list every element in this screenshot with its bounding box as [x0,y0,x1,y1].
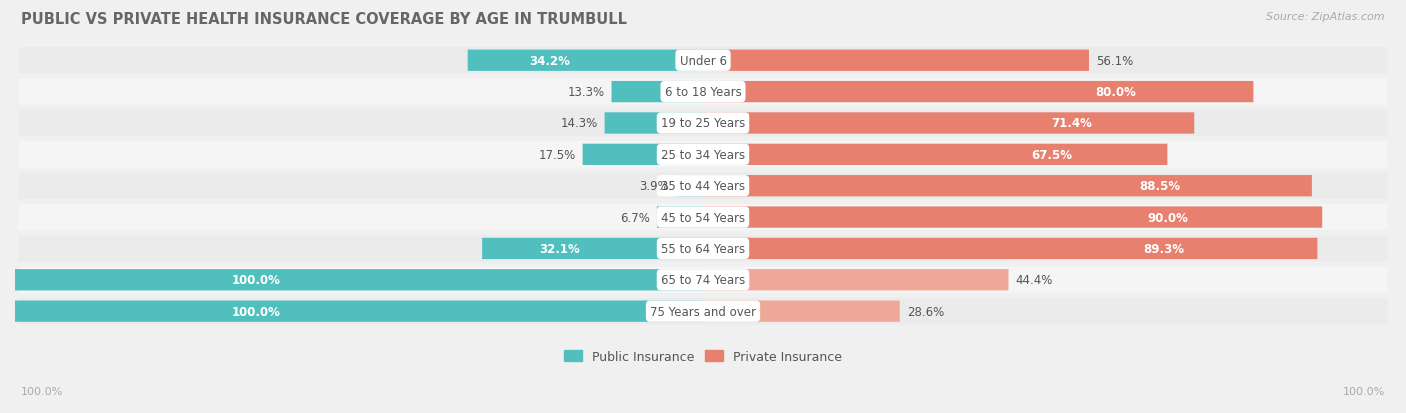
Text: 67.5%: 67.5% [1031,148,1071,161]
FancyBboxPatch shape [657,207,703,228]
FancyBboxPatch shape [18,298,1388,325]
FancyBboxPatch shape [703,238,1317,259]
Text: 100.0%: 100.0% [232,274,280,287]
Text: PUBLIC VS PRIVATE HEALTH INSURANCE COVERAGE BY AGE IN TRUMBULL: PUBLIC VS PRIVATE HEALTH INSURANCE COVER… [21,12,627,27]
Text: 44.4%: 44.4% [1015,274,1053,287]
FancyBboxPatch shape [15,269,703,291]
Text: 100.0%: 100.0% [232,305,280,318]
FancyBboxPatch shape [703,207,1322,228]
Text: 45 to 54 Years: 45 to 54 Years [661,211,745,224]
FancyBboxPatch shape [468,50,703,72]
FancyBboxPatch shape [18,173,1388,199]
Text: 56.1%: 56.1% [1095,55,1133,68]
Text: 75 Years and over: 75 Years and over [650,305,756,318]
FancyBboxPatch shape [18,267,1388,293]
Text: 17.5%: 17.5% [538,148,575,161]
FancyBboxPatch shape [18,142,1388,168]
Text: 25 to 34 Years: 25 to 34 Years [661,148,745,161]
Text: 100.0%: 100.0% [21,387,63,396]
Text: 28.6%: 28.6% [907,305,943,318]
Text: 6 to 18 Years: 6 to 18 Years [665,86,741,99]
Text: Under 6: Under 6 [679,55,727,68]
Text: 35 to 44 Years: 35 to 44 Years [661,180,745,193]
Text: 6.7%: 6.7% [620,211,650,224]
FancyBboxPatch shape [703,113,1194,134]
Text: 3.9%: 3.9% [640,180,669,193]
FancyBboxPatch shape [482,238,703,259]
FancyBboxPatch shape [18,204,1388,231]
FancyBboxPatch shape [605,113,703,134]
FancyBboxPatch shape [703,144,1167,166]
Text: 13.3%: 13.3% [568,86,605,99]
Text: 65 to 74 Years: 65 to 74 Years [661,274,745,287]
Text: 55 to 64 Years: 55 to 64 Years [661,242,745,255]
FancyBboxPatch shape [703,269,1008,291]
Text: 71.4%: 71.4% [1052,117,1092,130]
Text: Source: ZipAtlas.com: Source: ZipAtlas.com [1267,12,1385,22]
Text: 80.0%: 80.0% [1095,86,1136,99]
FancyBboxPatch shape [15,301,703,322]
FancyBboxPatch shape [18,236,1388,262]
FancyBboxPatch shape [703,301,900,322]
FancyBboxPatch shape [676,176,703,197]
Text: 14.3%: 14.3% [561,117,598,130]
Text: 34.2%: 34.2% [530,55,571,68]
FancyBboxPatch shape [612,82,703,103]
FancyBboxPatch shape [18,111,1388,137]
Text: 19 to 25 Years: 19 to 25 Years [661,117,745,130]
FancyBboxPatch shape [18,79,1388,105]
FancyBboxPatch shape [703,82,1253,103]
Legend: Public Insurance, Private Insurance: Public Insurance, Private Insurance [558,345,848,368]
FancyBboxPatch shape [703,176,1312,197]
Text: 100.0%: 100.0% [1343,387,1385,396]
FancyBboxPatch shape [18,48,1388,74]
Text: 90.0%: 90.0% [1147,211,1188,224]
FancyBboxPatch shape [582,144,703,166]
Text: 89.3%: 89.3% [1143,242,1184,255]
Text: 32.1%: 32.1% [538,242,579,255]
FancyBboxPatch shape [703,50,1090,72]
Text: 88.5%: 88.5% [1139,180,1180,193]
